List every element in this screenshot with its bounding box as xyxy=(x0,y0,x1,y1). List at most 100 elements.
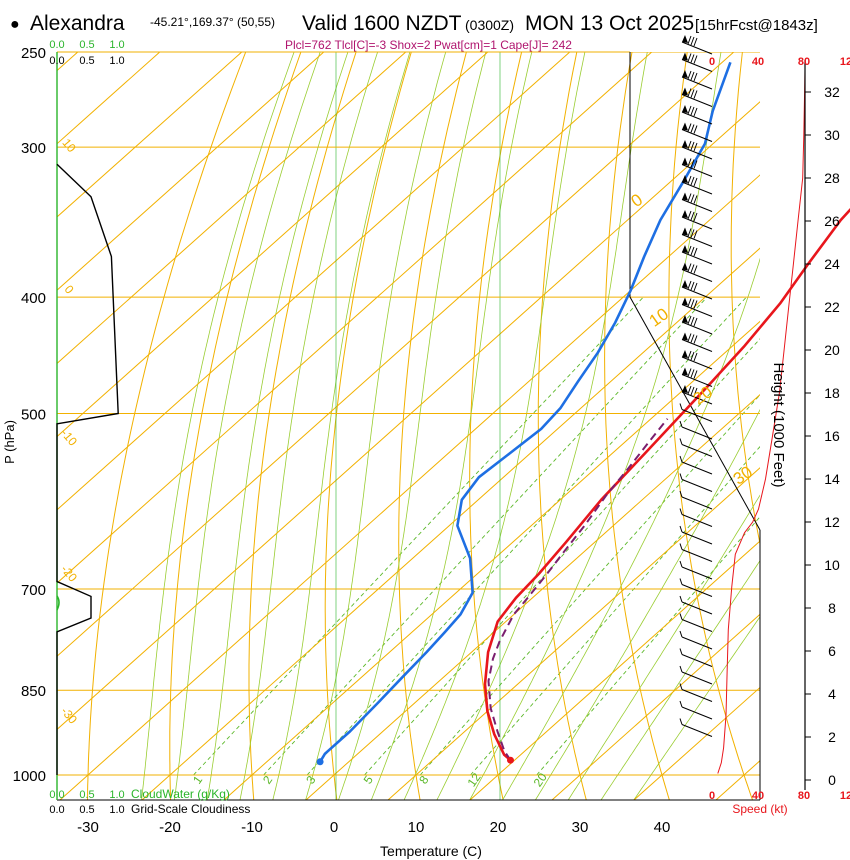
wind-barb-pennant xyxy=(682,140,688,148)
wind-barb-staff xyxy=(681,549,713,562)
moist-adiabat xyxy=(403,52,586,800)
height-tick-label: 18 xyxy=(824,385,840,401)
dry-adiabat xyxy=(537,52,587,800)
wind-barb-staff xyxy=(681,531,713,545)
height-tick-label: 10 xyxy=(824,557,840,573)
wind-barb-feather xyxy=(687,350,692,360)
wind-barb-feather xyxy=(679,438,683,445)
wind-barb xyxy=(679,630,713,650)
wind-barb xyxy=(679,490,713,510)
wind-barb-feather xyxy=(693,107,698,117)
wind-barb-feather xyxy=(679,420,683,428)
wind-barb-staff xyxy=(681,269,713,282)
wind-barb-pennant xyxy=(682,35,688,43)
pressure-tick-label: 400 xyxy=(21,290,46,307)
wind-barb-staff xyxy=(681,724,713,737)
height-tick-label: 22 xyxy=(824,299,840,315)
wind-barb-staff xyxy=(681,514,713,527)
wind-barb-pennant xyxy=(682,157,688,166)
wind-barb xyxy=(681,385,713,405)
wind-barb-feather xyxy=(693,125,698,134)
pressure-tick-label: 250 xyxy=(21,45,46,62)
isotherm xyxy=(57,101,760,731)
chart-header: ● Alexandra -45.21°,169.37° (50,55) Vali… xyxy=(10,12,818,52)
wind-barb xyxy=(681,35,713,55)
wind-barb-feather xyxy=(687,158,692,167)
wind-barb-feather xyxy=(690,36,695,46)
temperature-tick-label: -20 xyxy=(159,819,181,836)
height-tick-label: 12 xyxy=(824,514,840,530)
moist-adiabat-label: 30 xyxy=(730,462,756,488)
wind-barb-feather xyxy=(690,351,695,361)
wind-barb xyxy=(681,52,713,72)
wind-barb-feather xyxy=(690,159,695,168)
wind-barb-staff xyxy=(681,164,713,177)
moist-adiabat xyxy=(534,408,760,800)
wind-barb-pennant xyxy=(682,210,688,218)
wind-barb-staff xyxy=(681,654,713,667)
wind-barb-staff xyxy=(681,146,713,160)
isotherm xyxy=(387,467,760,800)
valid-time: Valid 1600 NZDT xyxy=(302,12,462,35)
wind-barb xyxy=(679,403,713,422)
dry-adiabat xyxy=(324,52,412,800)
wind-barb-feather xyxy=(679,490,683,498)
isotherm xyxy=(57,52,407,365)
wind-barb xyxy=(681,192,713,212)
cloudwater-tick-bottom: 0.0 xyxy=(49,789,64,801)
wind-barb-feather xyxy=(679,543,683,550)
cloudwater-tick-top: 0.5 xyxy=(79,39,94,51)
height-tick-label: 28 xyxy=(824,170,840,186)
dry-adiabat xyxy=(87,52,247,800)
wind-barb-feather xyxy=(679,700,683,708)
wind-barb-feather xyxy=(693,72,698,82)
wind-barb-feather xyxy=(679,648,683,655)
speed-tick-bottom: 0 xyxy=(709,790,715,802)
wind-barb xyxy=(679,665,713,685)
wind-barb-feather xyxy=(687,245,692,255)
isotherm xyxy=(57,52,161,145)
isotherm xyxy=(57,52,79,72)
wind-barb-feather xyxy=(687,70,692,80)
plot-area xyxy=(57,52,760,800)
wind-barb-pennant xyxy=(682,262,688,271)
valid-date: MON 13 Oct 2025 xyxy=(525,12,694,35)
wind-barb-feather xyxy=(687,333,692,342)
pressure-tick-label: 700 xyxy=(21,582,46,599)
wind-barb xyxy=(679,508,713,527)
wind-barb-pennant xyxy=(682,280,688,288)
temperature-tick-label: 0 xyxy=(330,819,338,836)
wind-barb xyxy=(679,543,713,562)
wind-barb-pennant xyxy=(682,245,688,253)
isotherm xyxy=(141,247,760,800)
wind-barb xyxy=(681,122,713,142)
wind-barb xyxy=(681,210,713,230)
cloudwater-tick-bottom: 1.0 xyxy=(109,789,124,801)
wind-barb-feather xyxy=(687,193,692,202)
cloudwater-label: CloudWater (g/Kg) xyxy=(131,787,230,801)
dry-adiabat-label: -30 xyxy=(58,704,80,727)
temperature-tick-label: 20 xyxy=(490,819,507,836)
wind-barb-feather xyxy=(687,228,692,237)
wind-barb-feather xyxy=(693,335,698,344)
wind-barb-feather xyxy=(679,578,683,585)
temperature-tick-label: -10 xyxy=(241,819,263,836)
wind-barb-pennant xyxy=(682,70,688,78)
wind-barb xyxy=(681,332,713,352)
wind-barb-pennant xyxy=(682,87,688,96)
wind-barb xyxy=(681,157,713,177)
wind-barb-feather xyxy=(687,210,692,220)
height-tick-label: 24 xyxy=(824,256,840,272)
moist-adiabat-label: 10 xyxy=(646,304,672,330)
wind-barb-feather xyxy=(693,160,698,169)
pressure-tick-label: 500 xyxy=(21,407,46,424)
series-parcel xyxy=(487,418,669,761)
wind-barb xyxy=(681,105,713,125)
speed-axis-title: Speed (kt) xyxy=(732,802,787,816)
wind-barb-feather xyxy=(693,142,698,152)
isotherm xyxy=(305,393,760,800)
wind-barb-feather xyxy=(679,630,683,638)
wind-barb xyxy=(681,280,713,300)
moist-adiabat xyxy=(436,52,648,800)
height-tick-label: 30 xyxy=(824,127,840,143)
